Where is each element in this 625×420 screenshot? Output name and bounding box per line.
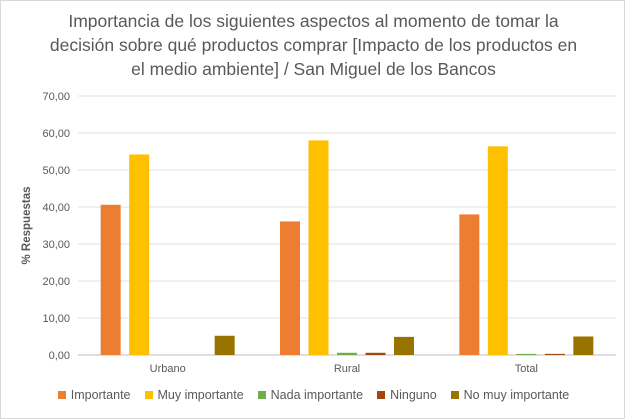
y-tick-label: 60,00 — [42, 128, 70, 140]
x-tick-label: Rural — [334, 363, 360, 375]
bar-muy-importante-urbano — [129, 154, 150, 355]
y-tick-label: 50,00 — [42, 165, 70, 177]
chart-title: Importancia de los siguientes aspectos a… — [49, 11, 578, 79]
bar-no-muy-importante-urbano — [214, 335, 235, 355]
bar-importante-urbano — [100, 204, 121, 355]
legend-swatch — [144, 391, 153, 399]
legend-label: Ninguno — [390, 388, 437, 402]
y-tick-label: 40,00 — [42, 202, 70, 214]
legend-item: No muy importante — [450, 388, 570, 402]
bar-muy-importante-rural — [308, 140, 329, 355]
y-tick-label: 10,00 — [42, 313, 70, 325]
legend-swatch — [450, 391, 459, 399]
bar-importante-rural — [280, 221, 300, 355]
bar-ninguno-rural — [365, 352, 386, 355]
legend-label: No muy importante — [463, 388, 570, 402]
bar-ninguno-total — [544, 353, 565, 355]
chart-legend: Importante Muy importante Nada importante N… — [1, 388, 625, 402]
y-axis-label: % Respuestas — [21, 187, 33, 265]
y-tick-label: 20,00 — [42, 276, 70, 288]
bar-nada-importante-rural — [337, 352, 357, 355]
legend-item: Muy importante — [144, 388, 244, 402]
y-tick-label: 30,00 — [42, 239, 70, 251]
x-tick-label: Total — [515, 363, 538, 375]
legend-label: Importante — [70, 388, 131, 402]
legend-swatch — [377, 391, 386, 399]
bar-no-muy-importante-total — [573, 336, 594, 355]
x-tick-label: Urbano — [150, 363, 186, 375]
y-tick-label: 0,00 — [49, 350, 70, 362]
y-tick-label: 70,00 — [42, 91, 70, 103]
bar-nada-importante-total — [516, 353, 537, 355]
bar-no-muy-importante-rural — [394, 336, 414, 355]
legend-item: Importante — [57, 388, 131, 402]
legend-swatch — [57, 391, 66, 399]
bar-muy-importante-total — [487, 146, 508, 355]
legend-item: Nada importante — [257, 388, 364, 402]
legend-swatch — [257, 391, 266, 399]
bar-importante-total — [459, 214, 480, 355]
legend-label: Nada importante — [270, 388, 364, 402]
legend-item: Ninguno — [377, 388, 437, 402]
legend-label: Muy importante — [157, 388, 244, 402]
